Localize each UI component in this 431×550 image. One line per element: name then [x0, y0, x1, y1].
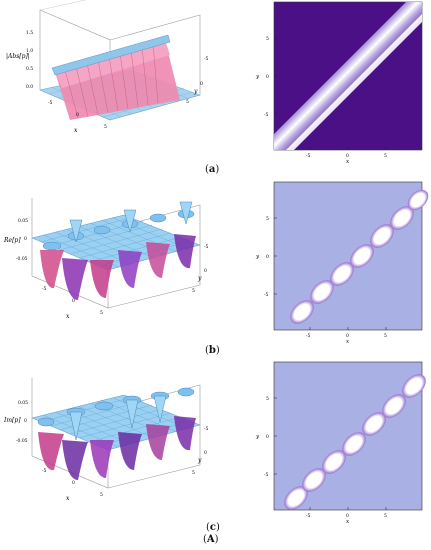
density-b-ytick: -5 — [264, 292, 269, 298]
surface-c-ztick: -0.05 — [16, 438, 28, 444]
density-b-ytick: 0 — [266, 254, 269, 260]
surface-b-ztick: 0.05 — [18, 218, 28, 224]
density-plot-c: -5 0 5 x 5 0 -5 y — [255, 361, 426, 525]
density-c-ytick: 5 — [266, 396, 269, 402]
surface-c-ytick: 0 — [204, 450, 207, 456]
density-c-ytick: 0 — [266, 434, 269, 440]
panel-c: Im[p] 0.05 0 -0.05 -5 0 5 x 5 0 -5 y — [0, 360, 431, 550]
surface-b-ytick: 0 — [204, 268, 207, 274]
surface-b-ztick: 0 — [24, 236, 27, 242]
surface-c-zlabel: Im[p] — [3, 417, 21, 424]
surface-c-xtick: 0 — [72, 480, 75, 486]
caption-c: (c) — [206, 522, 220, 533]
surface-b-xtick: -5 — [42, 286, 47, 292]
density-a-xlabel: x — [346, 159, 350, 165]
caption-b: (b) — [205, 345, 220, 356]
density-c-xtick: -5 — [306, 513, 311, 519]
caption-a: (a) — [205, 164, 220, 175]
surface-a-xtick: 0 — [76, 112, 79, 118]
surface-c-xlabel: x — [66, 495, 70, 502]
surface-a-ytick: 0 — [200, 81, 203, 87]
surface-a-ylabel: y — [193, 88, 198, 95]
density-a-ytick: -5 — [264, 112, 269, 118]
density-b-ytick: 5 — [266, 216, 269, 222]
density-c-xtick: 0 — [346, 513, 349, 519]
figure-label: (A) — [203, 534, 219, 545]
surface-b-xtick: 0 — [72, 298, 75, 304]
density-b-xlabel: x — [346, 339, 350, 345]
density-a-ylabel: y — [255, 74, 260, 80]
density-c-xlabel: x — [346, 519, 350, 525]
surface-plot-c: Im[p] 0.05 0 -0.05 -5 0 5 x 5 0 -5 y — [3, 378, 209, 502]
surface-c-ytick: 5 — [192, 470, 195, 476]
surface-a-ytick: -5 — [204, 56, 209, 62]
density-a-xtick: 5 — [384, 153, 387, 159]
density-b-xtick: 5 — [384, 333, 387, 339]
surface-a-ztick: 0.0 — [26, 84, 33, 90]
surface-c-ztick: 0.05 — [18, 400, 28, 406]
surface-b-ytick: -5 — [204, 244, 209, 250]
density-a-ytick: 5 — [266, 36, 269, 42]
density-c-ytick: -5 — [264, 472, 269, 478]
surface-c-ztick: 0 — [24, 418, 27, 424]
surface-a-xtick: 5 — [104, 124, 107, 130]
surface-a-ztick: 1.0 — [26, 48, 33, 54]
density-plot-b: -5 0 5 x 5 0 -5 y — [255, 181, 429, 345]
surface-b-xtick: 5 — [100, 310, 103, 316]
surface-plot-b: Re[p] 0.05 0 -0.05 -5 0 5 x 5 0 -5 y — [3, 198, 209, 320]
surface-b-xlabel: x — [66, 313, 70, 320]
density-a-xtick: 0 — [346, 153, 349, 159]
surface-b-ytick: 5 — [192, 288, 195, 294]
panel-b: Re[p] 0.05 0 -0.05 -5 0 5 x 5 0 -5 y — [0, 180, 431, 360]
surface-a-xtick: -5 — [48, 100, 53, 106]
surface-c-ytick: -5 — [204, 426, 209, 432]
density-c-ylabel: y — [255, 434, 260, 440]
density-b-xtick: -5 — [306, 333, 311, 339]
surface-c-xtick: 5 — [100, 492, 103, 498]
surface-c-ylabel: y — [197, 457, 202, 464]
density-b-ylabel: y — [255, 254, 260, 260]
surface-a-xlabel: x — [74, 127, 78, 134]
surface-c-xtick: -5 — [42, 468, 47, 474]
panel-a: |Abs[p]| 1.5 1.0 0.5 0.0 -5 0 5 x 5 0 -5… — [0, 0, 431, 180]
surface-b-ztick: -0.05 — [16, 256, 28, 262]
density-a-xtick: -5 — [306, 153, 311, 159]
surface-a-ztick: 1.5 — [26, 30, 33, 36]
surface-a-ytick: 5 — [186, 99, 189, 105]
density-a-ytick: 0 — [266, 74, 269, 80]
density-plot-a: -5 0 5 x 5 0 -5 y — [255, 1, 423, 165]
density-b-xtick: 0 — [346, 333, 349, 339]
surface-b-ylabel: y — [197, 275, 202, 282]
surface-b-zlabel: Re[p] — [3, 237, 21, 244]
surface-a-zlabel: |Abs[p]| — [6, 53, 30, 60]
surface-plot-a: |Abs[p]| 1.5 1.0 0.5 0.0 -5 0 5 x 5 0 -5… — [6, 0, 209, 134]
surface-a-ztick: 0.5 — [26, 66, 33, 72]
density-c-xtick: 5 — [384, 513, 387, 519]
